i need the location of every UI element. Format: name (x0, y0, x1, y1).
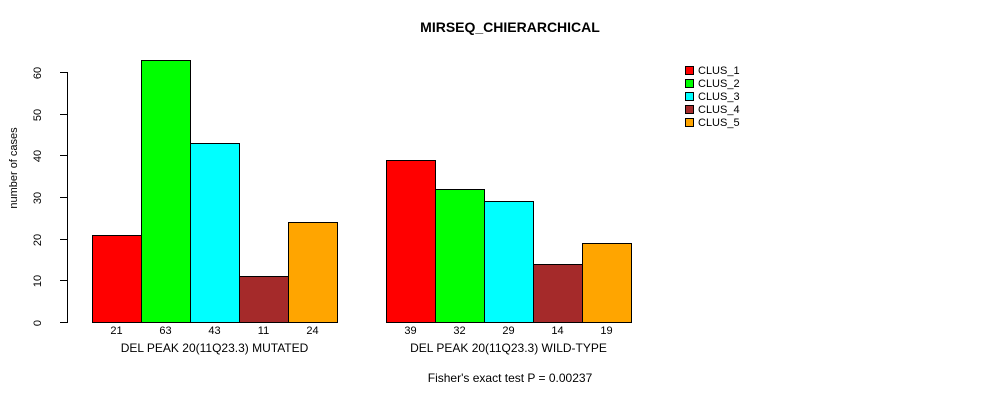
chart-title: MIRSEQ_CHIERARCHICAL (420, 19, 600, 35)
bar-clus_4 (239, 276, 289, 323)
x-axis-group-label: DEL PEAK 20(11Q23.3) MUTATED (120, 341, 309, 355)
y-axis-line (67, 72, 68, 323)
bar-value-label: 19 (600, 325, 613, 337)
legend-label: CLUS_5 (698, 116, 740, 129)
y-axis-tick-label: 0 (32, 319, 44, 326)
legend-item: CLUS_3 (685, 90, 740, 103)
bar-value-label: 14 (551, 325, 564, 337)
y-axis-tick-label: 60 (32, 66, 44, 79)
y-axis-tick-label: 10 (32, 274, 44, 287)
y-axis-tick (60, 322, 67, 323)
x-axis-group-label: DEL PEAK 20(11Q23.3) WILD-TYPE (410, 341, 607, 355)
bar-value-label: 21 (110, 325, 123, 337)
legend-item: CLUS_5 (685, 116, 740, 129)
bar-clus_2 (435, 188, 485, 323)
bar-clus_4 (533, 263, 583, 323)
legend-item: CLUS_2 (685, 77, 740, 90)
y-axis-tick (60, 155, 67, 156)
y-axis-tick (60, 72, 67, 73)
bar-value-label: 11 (257, 325, 270, 337)
legend: CLUS_1 CLUS_2 CLUS_3 CLUS_4 CLUS_5 (685, 64, 740, 129)
bar-clus_3 (484, 201, 534, 323)
legend-swatch-icon (685, 79, 694, 88)
legend-label: CLUS_3 (698, 90, 740, 103)
y-axis-label: number of cases (8, 127, 20, 209)
bar-value-label: 63 (159, 325, 172, 337)
legend-swatch-icon (685, 66, 694, 75)
annotation-text: Fisher's exact test P = 0.00237 (427, 371, 593, 385)
legend-label: CLUS_1 (698, 64, 740, 77)
bar-value-label: 32 (453, 325, 466, 337)
legend-label: CLUS_2 (698, 77, 740, 90)
bar-value-label: 29 (502, 325, 515, 337)
legend-swatch-icon (685, 92, 694, 101)
legend-swatch-icon (685, 105, 694, 114)
y-axis-tick (60, 114, 67, 115)
bar-value-label: 43 (208, 325, 221, 337)
y-axis-tick-label: 30 (32, 191, 44, 204)
bar-clus_5 (288, 222, 338, 323)
y-axis-tick (60, 197, 67, 198)
bar-clus_2 (141, 59, 191, 323)
y-axis-tick-label: 50 (32, 108, 44, 121)
bar-clus_1 (92, 234, 142, 323)
bar-clus_1 (386, 159, 436, 323)
bar-value-label: 39 (404, 325, 417, 337)
y-axis-tick-label: 40 (32, 149, 44, 162)
legend-item: CLUS_4 (685, 103, 740, 116)
y-axis-tick (60, 280, 67, 281)
legend-label: CLUS_4 (698, 103, 740, 116)
bar-clus_5 (582, 242, 632, 323)
y-axis-tick-label: 20 (32, 233, 44, 246)
bar-clus_3 (190, 142, 240, 323)
y-axis-tick (60, 239, 67, 240)
legend-swatch-icon (685, 118, 694, 127)
legend-item: CLUS_1 (685, 64, 740, 77)
bar-value-label: 24 (306, 325, 319, 337)
